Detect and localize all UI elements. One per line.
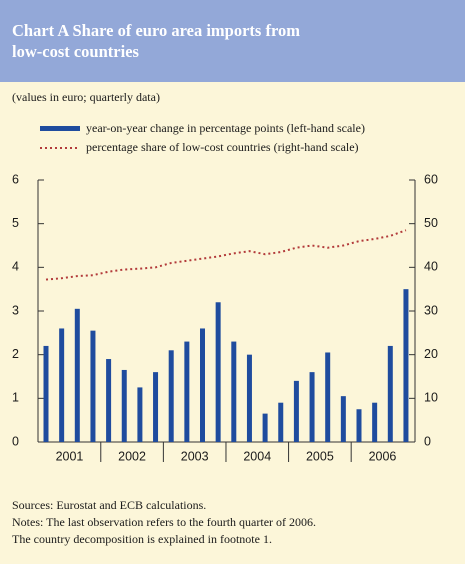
bar [137, 387, 143, 442]
bar [278, 402, 284, 442]
bar [372, 402, 378, 442]
bar [293, 380, 299, 442]
y2-tick-label: 0 [424, 434, 431, 448]
y-tick-label: 1 [12, 391, 19, 405]
bar [153, 372, 159, 442]
bar [90, 330, 96, 442]
y2-tick-label: 40 [424, 260, 438, 274]
bar [262, 413, 268, 442]
line [45, 229, 407, 281]
legend-swatch [40, 126, 80, 131]
bar [387, 345, 393, 442]
bar [59, 328, 65, 442]
y-tick-label: 5 [12, 216, 19, 230]
y-tick-label: 2 [12, 347, 19, 361]
bar [215, 302, 221, 442]
bar [184, 341, 190, 442]
y-tick-label: 4 [12, 260, 19, 274]
bar [106, 359, 112, 442]
notes: Notes: The last observation refers to th… [12, 515, 316, 529]
y-tick-label: 0 [12, 434, 19, 448]
bar [200, 328, 205, 442]
bar [246, 354, 252, 442]
x-tick-label: 2001 [56, 449, 84, 463]
bar [356, 409, 362, 442]
bar [309, 372, 315, 442]
x-tick-label: 2005 [306, 449, 334, 463]
y2-tick-label: 30 [424, 303, 438, 317]
notes: The country decomposition is explained i… [12, 532, 272, 546]
y2-tick-label: 60 [424, 172, 438, 186]
header-band [0, 0, 465, 82]
y2-tick-label: 50 [424, 216, 438, 230]
x-tick-label: 2002 [118, 449, 146, 463]
bar [340, 396, 346, 442]
bar [74, 308, 80, 442]
chart-title: Chart A Share of euro area imports from [12, 21, 300, 40]
bar [121, 369, 127, 442]
y-tick-label: 3 [12, 303, 19, 317]
y2-tick-label: 10 [424, 391, 438, 405]
legend-label: year-on-year change in percentage points… [86, 121, 365, 135]
y-tick-label: 6 [12, 172, 19, 186]
subtitle: (values in euro; quarterly data) [12, 90, 160, 104]
x-tick-label: 2004 [243, 449, 271, 463]
sources: Sources: Eurostat and ECB calculations. [12, 498, 206, 512]
bar [325, 352, 331, 442]
legend-label: percentage share of low-cost countries (… [86, 140, 359, 154]
x-tick-label: 2006 [369, 449, 397, 463]
bar [231, 341, 237, 442]
bar [168, 350, 174, 442]
chart-title: low-cost countries [12, 42, 140, 61]
x-tick-label: 2003 [181, 449, 209, 463]
bar [43, 345, 49, 442]
y2-tick-label: 20 [424, 347, 438, 361]
bar [403, 289, 409, 442]
